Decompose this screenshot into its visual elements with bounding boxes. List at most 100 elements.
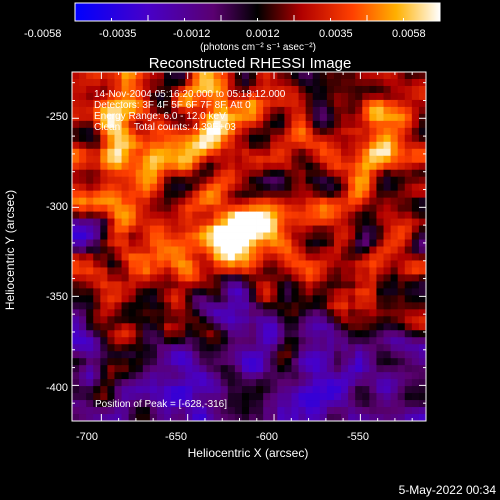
- image-pixel: [263, 393, 271, 401]
- image-pixel: [418, 204, 426, 212]
- image-pixel: [348, 120, 356, 129]
- image-pixel: [326, 232, 335, 240]
- image-pixel: [234, 407, 243, 415]
- image-pixel: [100, 204, 108, 212]
- image-pixel: [383, 253, 391, 261]
- image-pixel: [376, 386, 384, 394]
- image-pixel: [107, 260, 115, 268]
- image-pixel: [355, 176, 363, 185]
- image-pixel: [100, 113, 108, 122]
- image-pixel: [284, 78, 292, 87]
- image-pixel: [114, 127, 122, 136]
- image-pixel: [305, 316, 314, 324]
- image-pixel: [284, 99, 292, 108]
- image-pixel: [326, 400, 335, 408]
- image-pixel: [319, 386, 328, 394]
- image-pixel: [72, 288, 80, 296]
- image-pixel: [171, 407, 179, 415]
- image-pixel: [192, 330, 200, 338]
- image-pixel: [234, 344, 243, 352]
- image-pixel: [234, 106, 243, 115]
- image-pixel: [305, 414, 314, 421]
- image-pixel: [199, 281, 207, 289]
- image-pixel: [411, 400, 420, 408]
- image-pixel: [411, 85, 420, 94]
- image-pixel: [397, 232, 406, 240]
- image-pixel: [135, 155, 144, 164]
- image-pixel: [142, 330, 151, 338]
- image-pixel: [227, 386, 236, 394]
- image-pixel: [390, 162, 399, 171]
- image-pixel: [86, 393, 94, 401]
- image-pixel: [192, 253, 200, 261]
- image-pixel: [192, 204, 200, 212]
- image-pixel: [171, 246, 179, 254]
- image-pixel: [199, 260, 207, 268]
- image-pixel: [156, 204, 165, 212]
- image-pixel: [128, 344, 137, 352]
- image-pixel: [284, 197, 292, 206]
- image-pixel: [213, 232, 222, 240]
- image-pixel: [86, 260, 94, 268]
- image-pixel: [241, 288, 250, 296]
- image-pixel: [164, 330, 172, 338]
- image-pixel: [256, 253, 264, 261]
- image-pixel: [369, 407, 377, 415]
- image-pixel: [86, 372, 94, 380]
- image-pixel: [121, 72, 130, 80]
- image-pixel: [369, 330, 377, 338]
- image-pixel: [305, 344, 314, 352]
- image-pixel: [128, 232, 137, 240]
- image-pixel: [93, 330, 101, 338]
- image-pixel: [107, 176, 115, 185]
- image-pixel: [220, 379, 229, 387]
- image-pixel: [249, 155, 257, 164]
- image-pixel: [114, 295, 122, 303]
- image-pixel: [128, 295, 137, 303]
- image-pixel: [390, 169, 399, 178]
- image-pixel: [383, 330, 391, 338]
- image-pixel: [270, 400, 278, 408]
- image-pixel: [411, 393, 420, 401]
- image-pixel: [270, 281, 278, 289]
- image-pixel: [199, 72, 207, 80]
- image-pixel: [263, 309, 271, 317]
- image-pixel: [220, 92, 229, 101]
- image-pixel: [418, 260, 426, 268]
- image-pixel: [156, 295, 165, 303]
- image-pixel: [404, 78, 413, 87]
- image-pixel: [383, 218, 391, 226]
- image-pixel: [135, 337, 144, 345]
- image-pixel: [128, 351, 137, 359]
- image-pixel: [206, 162, 214, 171]
- image-pixel: [128, 197, 137, 206]
- image-pixel: [178, 386, 186, 394]
- image-pixel: [185, 204, 193, 212]
- image-pixel: [305, 358, 314, 366]
- image-pixel: [362, 274, 370, 282]
- image-pixel: [171, 127, 179, 136]
- image-pixel: [114, 379, 122, 387]
- image-pixel: [185, 372, 193, 380]
- image-pixel: [404, 155, 413, 164]
- image-pixel: [107, 78, 115, 87]
- image-pixel: [256, 155, 264, 164]
- image-pixel: [411, 155, 420, 164]
- image-pixel: [284, 274, 292, 282]
- image-pixel: [192, 225, 200, 233]
- image-pixel: [107, 358, 115, 366]
- image-pixel: [376, 337, 384, 345]
- image-pixel: [86, 316, 94, 324]
- image-pixel: [234, 211, 243, 219]
- image-pixel: [213, 148, 222, 157]
- image-pixel: [234, 183, 243, 192]
- image-pixel: [284, 337, 292, 345]
- image-pixel: [86, 113, 94, 122]
- image-pixel: [213, 218, 222, 226]
- image-pixel: [404, 232, 413, 240]
- image-pixel: [418, 358, 426, 366]
- image-pixel: [149, 134, 158, 143]
- image-pixel: [319, 134, 328, 143]
- image-pixel: [333, 274, 342, 282]
- image-pixel: [348, 372, 356, 380]
